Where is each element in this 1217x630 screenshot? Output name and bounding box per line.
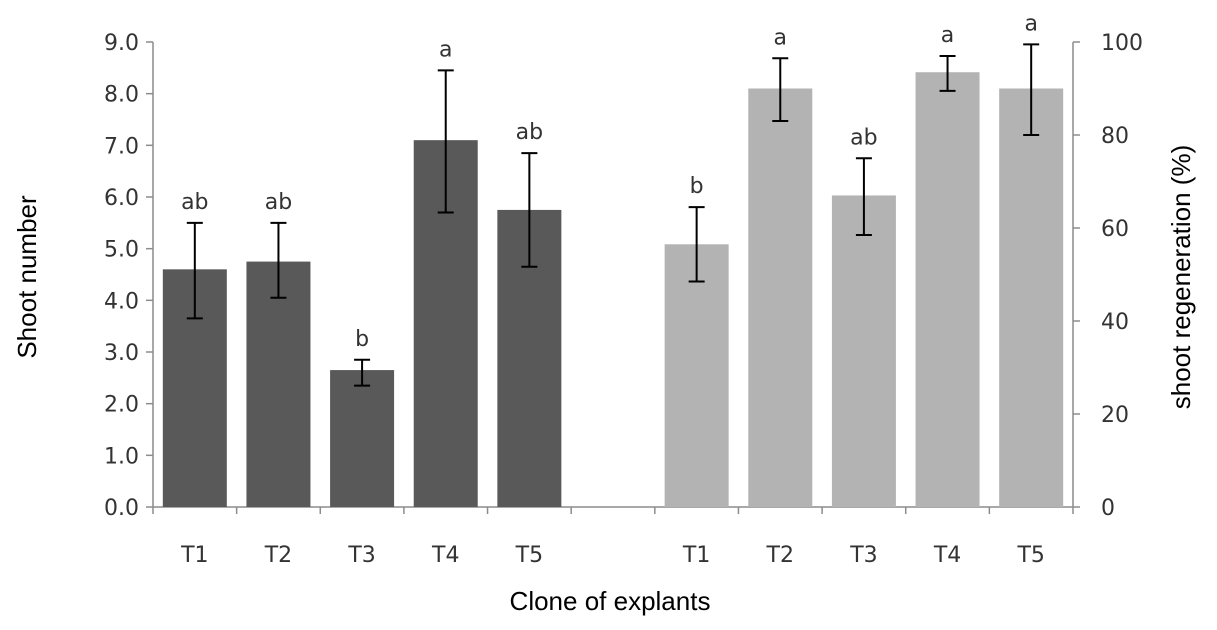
category-label: T4 [431, 543, 459, 568]
y-tick-label-right: 0 [1101, 496, 1115, 521]
significance-label: ab [265, 190, 292, 215]
category-label: T3 [849, 543, 877, 568]
significance-label: a [1024, 11, 1037, 36]
bar [748, 88, 813, 507]
y-tick-label-right: 60 [1101, 217, 1129, 242]
y-tick-label-right: 40 [1101, 310, 1129, 335]
axes: 0.0 1.0 2.0 3.0 4.0 5.0 6.0 7.0 8.0 9.0 0 20 40 60 80 1… [104, 31, 1143, 521]
bar [831, 195, 896, 507]
y-tick-label-left: 5.0 [104, 238, 139, 263]
y-tick-label-left: 9.0 [104, 31, 139, 56]
y-tick-label-left: 2.0 [104, 393, 139, 418]
bar [999, 88, 1064, 507]
y-axis-title-right: shoot regeneration (%) [1166, 145, 1196, 409]
category-label: T3 [347, 543, 375, 568]
y-tick-label-right: 20 [1101, 403, 1129, 428]
y-tick-label-left: 6.0 [104, 186, 139, 211]
y-tick-label-left: 7.0 [104, 134, 139, 159]
x-axis-title: Clone of explants [510, 586, 711, 616]
y-tick-label-left: 8.0 [104, 83, 139, 108]
y-tick-label-left: 0.0 [104, 496, 139, 521]
bar [915, 72, 980, 507]
significance-label: a [941, 23, 954, 48]
bars [162, 43, 1064, 507]
labels: ab T1 ab T2 b T3 a T4 ab T5 b T1 a T2 ab T3 a T4 a T5 [180, 11, 1045, 568]
significance-label: ab [181, 190, 208, 215]
bar [330, 370, 395, 507]
y-tick-label-left: 1.0 [104, 444, 139, 469]
significance-label: ab [516, 120, 543, 145]
significance-label: a [774, 25, 787, 50]
category-label: T5 [515, 543, 543, 568]
category-label: T2 [766, 543, 794, 568]
category-label: T4 [933, 543, 961, 568]
category-label: T1 [682, 543, 710, 568]
bar [664, 244, 729, 507]
y-tick-label-left: 4.0 [104, 289, 139, 314]
bar [246, 261, 311, 507]
significance-label: ab [850, 125, 877, 150]
category-label: T2 [264, 543, 292, 568]
category-label: T1 [180, 543, 208, 568]
significance-label: b [690, 174, 704, 199]
significance-label: a [439, 37, 452, 62]
y-tick-label-right: 100 [1101, 31, 1143, 56]
category-label: T5 [1016, 543, 1044, 568]
significance-label: b [355, 327, 369, 352]
y-axis-title-left: Shoot number [12, 195, 42, 359]
y-tick-label-right: 80 [1101, 124, 1129, 149]
y-tick-label-left: 3.0 [104, 341, 139, 366]
